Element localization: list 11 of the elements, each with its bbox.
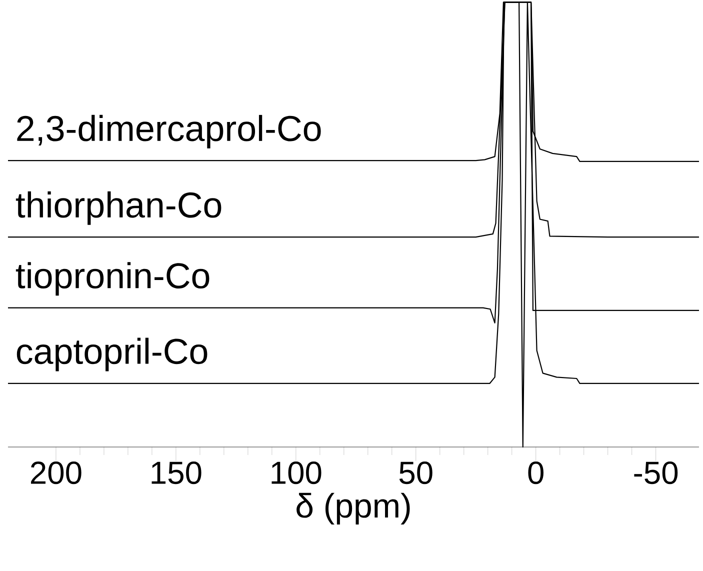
- x-axis-title: δ (ppm): [296, 492, 410, 525]
- x-tick-label: 100: [272, 462, 322, 484]
- series-label: tiopronin-Co: [16, 262, 210, 296]
- x-tick-label: 50: [399, 462, 432, 484]
- series-label: thiorphan-Co: [16, 191, 222, 225]
- x-tick-label: 200: [30, 462, 82, 484]
- x-tick-label: -50: [634, 462, 678, 484]
- series-label: 2,3-dimercaprol-Co: [17, 114, 321, 148]
- series-label: captopril-Co: [16, 338, 208, 372]
- x-tick-label: 0: [528, 462, 544, 484]
- x-tick-label: 150: [152, 462, 202, 484]
